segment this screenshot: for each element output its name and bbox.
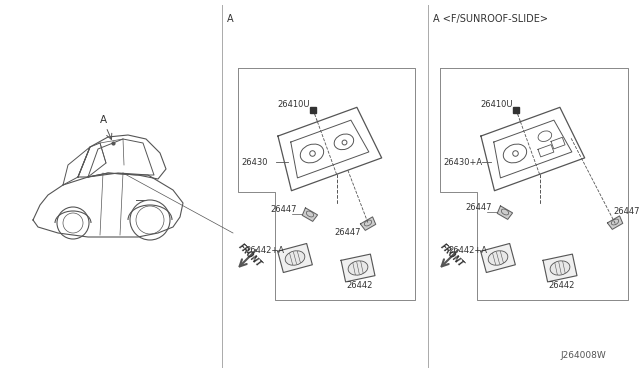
Polygon shape	[278, 244, 312, 273]
Text: 26447: 26447	[270, 205, 296, 214]
Text: 26442+A: 26442+A	[448, 246, 487, 255]
Text: 26447: 26447	[465, 203, 492, 212]
Text: 26447: 26447	[613, 207, 639, 216]
Text: 26447: 26447	[334, 228, 360, 237]
Ellipse shape	[550, 261, 570, 275]
Text: FRONT: FRONT	[438, 243, 465, 270]
Polygon shape	[543, 254, 577, 282]
Text: A <F/SUNROOF-SLIDE>: A <F/SUNROOF-SLIDE>	[433, 14, 548, 24]
Text: A: A	[227, 14, 234, 24]
Polygon shape	[481, 244, 515, 273]
Text: 26410U: 26410U	[277, 100, 310, 109]
Text: 26442: 26442	[346, 281, 372, 290]
Polygon shape	[302, 208, 317, 221]
Text: 26430: 26430	[241, 158, 268, 167]
Polygon shape	[607, 216, 623, 229]
Ellipse shape	[285, 251, 305, 265]
Polygon shape	[360, 217, 376, 230]
Text: 26442: 26442	[548, 281, 574, 290]
Text: FRONT: FRONT	[236, 243, 264, 270]
Text: 26442+A: 26442+A	[245, 246, 284, 255]
Text: A: A	[99, 115, 107, 125]
Polygon shape	[341, 254, 375, 282]
Text: 26430+A: 26430+A	[443, 158, 482, 167]
Text: J264008W: J264008W	[560, 351, 605, 360]
Text: 26410U: 26410U	[480, 100, 513, 109]
Polygon shape	[497, 206, 513, 219]
Ellipse shape	[488, 251, 508, 265]
Ellipse shape	[348, 261, 368, 275]
